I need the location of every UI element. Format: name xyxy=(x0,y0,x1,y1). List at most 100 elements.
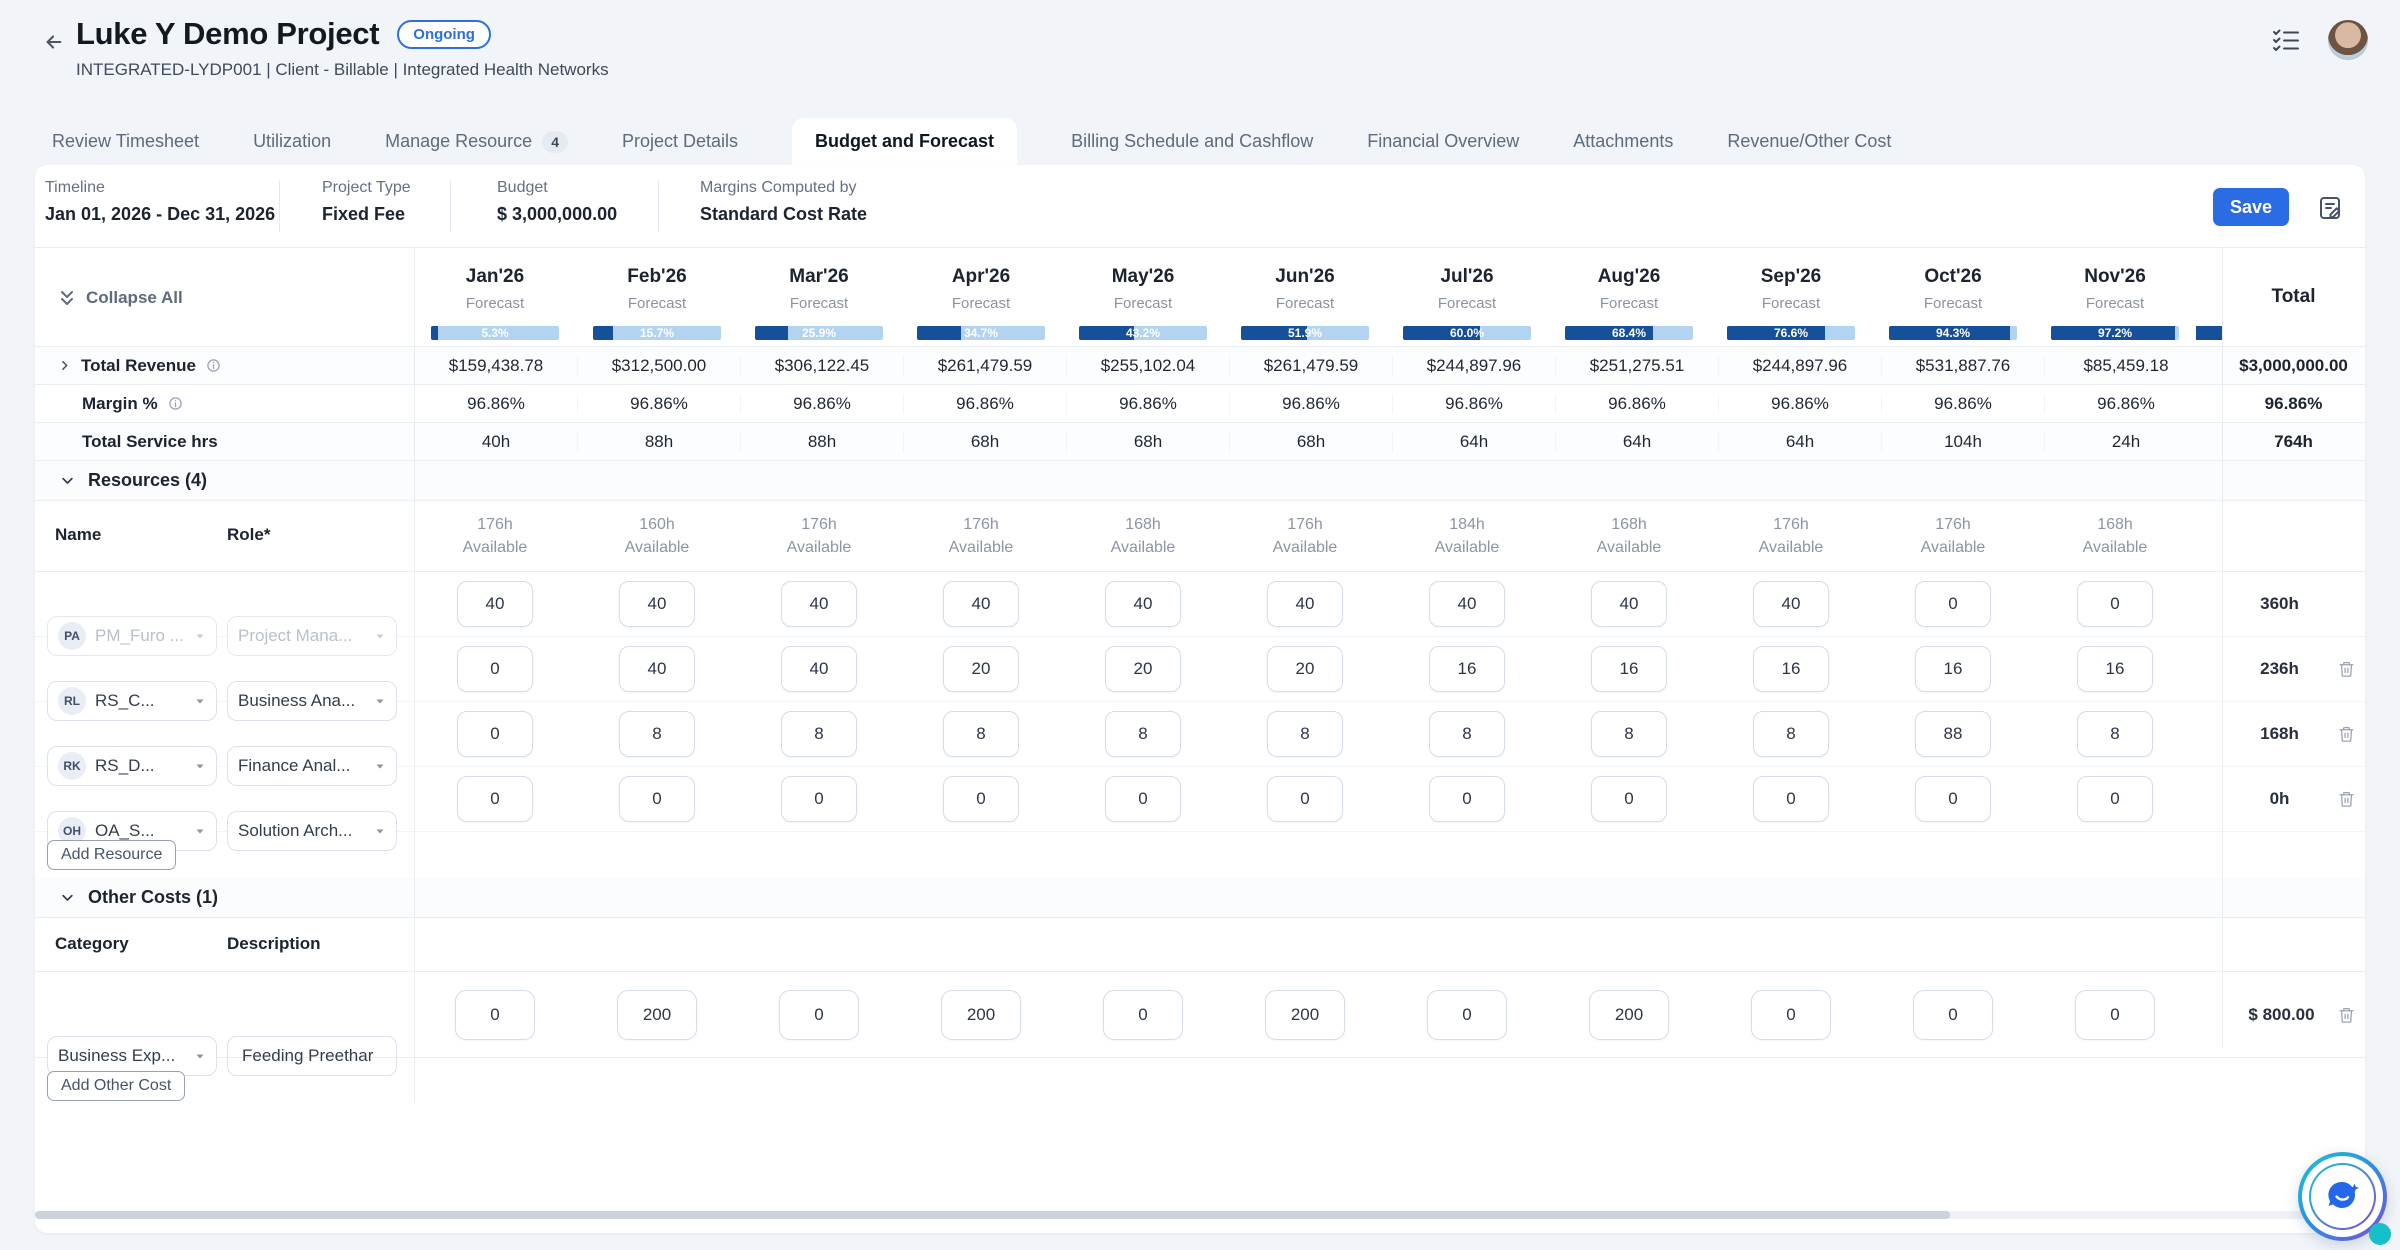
resource-hours-input[interactable] xyxy=(1915,711,1991,757)
resource-hours-input[interactable] xyxy=(1753,646,1829,692)
resource-hours-input[interactable] xyxy=(2077,646,2153,692)
tab-manage-resource[interactable]: Manage Resource 4 xyxy=(385,118,568,165)
resource-hours-input[interactable] xyxy=(619,581,695,627)
other-cost-input[interactable] xyxy=(1751,989,1831,1040)
resource-hours-input[interactable] xyxy=(1267,711,1343,757)
other-cost-input[interactable] xyxy=(2075,989,2155,1040)
resource-hours-input[interactable] xyxy=(619,711,695,757)
resource-hours-input[interactable] xyxy=(1753,711,1829,757)
other-cost-input[interactable] xyxy=(617,989,697,1040)
cost-description-input[interactable] xyxy=(240,1044,384,1067)
tab-utilization[interactable]: Utilization xyxy=(253,131,332,151)
resource-name-select[interactable]: RK RS_D... xyxy=(47,746,217,786)
resource-name-select[interactable]: PA PM_Furo ... xyxy=(47,616,217,656)
other-cost-input[interactable] xyxy=(1265,989,1345,1040)
resource-hours-input[interactable] xyxy=(1105,711,1181,757)
resource-hours-input[interactable] xyxy=(1267,776,1343,822)
other-cost-input[interactable] xyxy=(1103,989,1183,1040)
resource-hours-input[interactable] xyxy=(2077,776,2153,822)
add-other-cost-button[interactable]: Add Other Cost xyxy=(47,1070,186,1101)
forecast-progress-bar: 25.9% xyxy=(755,326,883,340)
resource-hours-input[interactable] xyxy=(781,711,857,757)
resource-hours-input[interactable] xyxy=(457,581,533,627)
resource-hours-input[interactable] xyxy=(1105,581,1181,627)
status-badge: Ongoing xyxy=(397,19,491,49)
other-costs-section-header[interactable]: Other Costs (1) xyxy=(35,878,2365,918)
tab-project-details[interactable]: Project Details xyxy=(621,131,739,151)
horizontal-scrollbar-thumb[interactable] xyxy=(35,1211,1950,1219)
tab-attachments[interactable]: Attachments xyxy=(1573,131,1674,151)
resource-hours-input[interactable] xyxy=(1267,646,1343,692)
resource-hours-input[interactable] xyxy=(457,711,533,757)
resource-role-select[interactable]: Business Ana... xyxy=(227,681,397,721)
resource-role-select[interactable]: Project Mana... xyxy=(227,616,397,656)
other-cost-input[interactable] xyxy=(1913,989,1993,1040)
other-cost-input[interactable] xyxy=(1589,989,1669,1040)
other-cost-input[interactable] xyxy=(455,989,535,1040)
resource-hours-input[interactable] xyxy=(457,646,533,692)
info-icon[interactable] xyxy=(168,396,183,411)
resource-hours-input[interactable] xyxy=(1591,646,1667,692)
month-column-header: Nov'26 Forecast 97.2% xyxy=(2034,248,2196,346)
resource-hours-input[interactable] xyxy=(781,776,857,822)
resources-column-header-row: Name Role* 176h Available 160h Available 176… xyxy=(35,501,2365,572)
resource-hours-input[interactable] xyxy=(1915,646,1991,692)
resource-hours-input[interactable] xyxy=(1915,581,1991,627)
resource-role-select[interactable]: Finance Anal... xyxy=(227,746,397,786)
tasklist-icon[interactable] xyxy=(2272,27,2300,53)
tab-billing-schedule[interactable]: Billing Schedule and Cashflow xyxy=(1071,131,1314,151)
tab-financial-overview[interactable]: Financial Overview xyxy=(1367,131,1520,151)
tab-review-timesheet[interactable]: Review Timesheet xyxy=(52,131,200,151)
ai-chat-fab[interactable] xyxy=(2298,1152,2391,1245)
delete-resource-button[interactable] xyxy=(2338,790,2355,808)
resources-section-header[interactable]: Resources (4) xyxy=(35,461,2365,501)
resource-name-select[interactable]: RL RS_C... xyxy=(47,681,217,721)
resource-hours-input[interactable] xyxy=(781,581,857,627)
info-icon[interactable] xyxy=(206,358,221,373)
add-resource-button[interactable]: Add Resource xyxy=(47,840,177,870)
resource-role-select[interactable]: Solution Arch... xyxy=(227,811,397,851)
user-avatar[interactable] xyxy=(2328,20,2368,60)
resource-hours-input[interactable] xyxy=(1591,711,1667,757)
tab-budget-and-forecast[interactable]: Budget and Forecast xyxy=(792,118,1018,165)
resource-hours-input[interactable] xyxy=(2077,711,2153,757)
revenue-value-cell: $244,897.96 xyxy=(1718,355,1881,376)
grid-header-row: Collapse All Jan'26 Forecast 5.3% Feb'26 For… xyxy=(35,248,2365,347)
resource-hours-input[interactable] xyxy=(1915,776,1991,822)
cost-category-select[interactable]: Business Exp... xyxy=(47,1035,217,1076)
resource-hours-input[interactable] xyxy=(781,646,857,692)
delete-resource-button[interactable] xyxy=(2338,660,2355,678)
resource-hours-input[interactable] xyxy=(619,646,695,692)
resource-hours-input[interactable] xyxy=(943,581,1019,627)
collapse-all-button[interactable]: Collapse All xyxy=(35,248,414,308)
resource-hours-input[interactable] xyxy=(943,776,1019,822)
cost-description-field[interactable] xyxy=(227,1035,397,1076)
resource-hours-input[interactable] xyxy=(943,646,1019,692)
resource-hours-input[interactable] xyxy=(1591,776,1667,822)
other-cost-input[interactable] xyxy=(779,989,859,1040)
back-button[interactable] xyxy=(38,26,70,58)
save-button[interactable]: Save xyxy=(2213,188,2289,226)
resource-hours-input[interactable] xyxy=(1429,646,1505,692)
other-cost-input[interactable] xyxy=(941,989,1021,1040)
resource-hours-input[interactable] xyxy=(943,711,1019,757)
resource-hours-input[interactable] xyxy=(2077,581,2153,627)
resource-hours-input[interactable] xyxy=(1267,581,1343,627)
resource-hours-input[interactable] xyxy=(1591,581,1667,627)
resource-hours-input[interactable] xyxy=(1105,646,1181,692)
delete-cost-button[interactable] xyxy=(2338,1006,2355,1024)
other-cost-input[interactable] xyxy=(1427,989,1507,1040)
resource-hours-input[interactable] xyxy=(1429,581,1505,627)
resource-hours-input[interactable] xyxy=(619,776,695,822)
resource-hours-input[interactable] xyxy=(1753,776,1829,822)
resource-hours-input[interactable] xyxy=(1429,711,1505,757)
delete-resource-button[interactable] xyxy=(2338,725,2355,743)
resource-hours-input[interactable] xyxy=(1105,776,1181,822)
revenue-value-cell: $159,438.78 xyxy=(414,355,577,376)
resource-hours-input[interactable] xyxy=(1429,776,1505,822)
resource-hours-input[interactable] xyxy=(457,776,533,822)
resource-hours-input[interactable] xyxy=(1753,581,1829,627)
notes-icon[interactable] xyxy=(2315,193,2345,223)
tab-revenue-other-cost[interactable]: Revenue/Other Cost xyxy=(1727,131,1892,151)
expand-revenue-chevron-icon[interactable] xyxy=(58,359,71,372)
